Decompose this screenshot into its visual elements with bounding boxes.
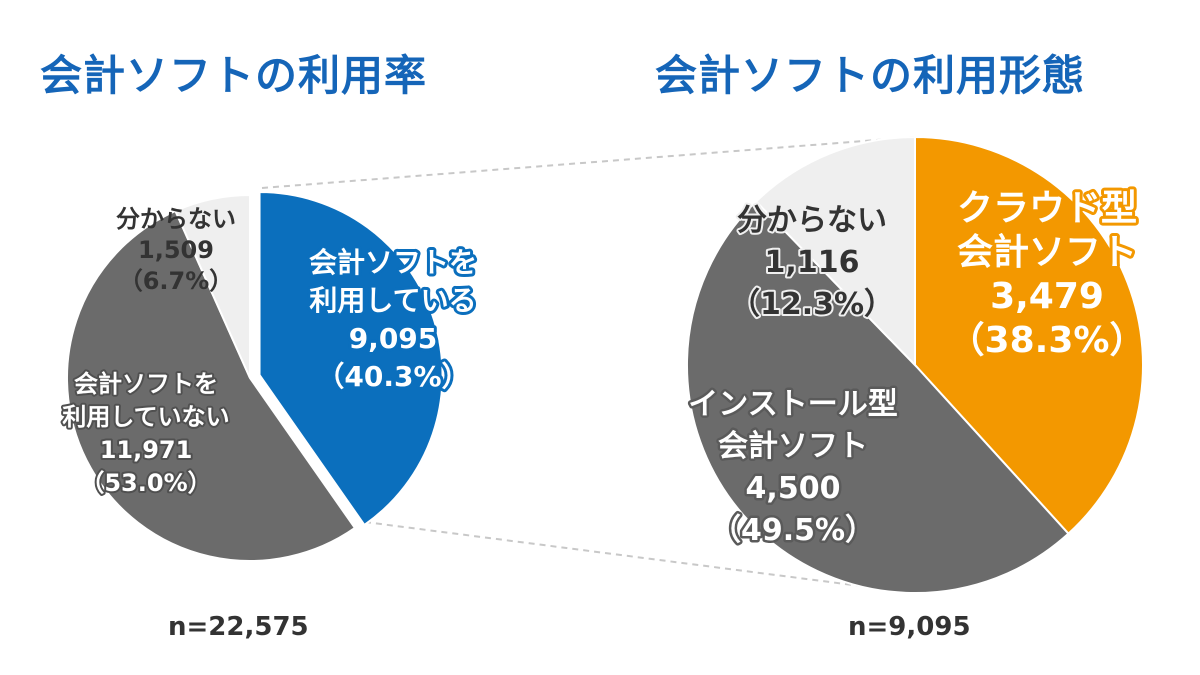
left-pie-chart: 会計ソフトを利用している 9,095 （40.3%） 会計ソフトを利用していない 11,… xyxy=(60,190,480,562)
connector-line-bottom xyxy=(364,521,916,594)
left-sample-size: n=22,575 xyxy=(168,612,309,642)
slice-label-not-using-accounting-software: 会計ソフトを利用していない 11,971 （53.0%） xyxy=(62,370,229,497)
right-sample-size: n=9,095 xyxy=(848,612,971,642)
pie-slice-installed-accounting-software xyxy=(686,200,1070,594)
pie-slice-unknown xyxy=(174,193,251,379)
right-pie-chart: クラウド型会計ソフト 3,479 （38.3%） インストール型会計ソフト 4,500 （… xyxy=(686,135,1148,594)
right-chart-title: 会計ソフトの利用形態 xyxy=(655,51,1086,100)
pie-slice-not-using-accounting-software xyxy=(66,209,357,562)
pie-slice-unknown xyxy=(754,135,916,368)
left-chart-title: 会計ソフトの利用率 xyxy=(40,51,428,100)
slice-label-using-accounting-software: 会計ソフトを利用している 9,095 （40.3%） xyxy=(309,246,477,393)
slice-label-installed-accounting-software: インストール型会計ソフト 4,500 （49.5%） xyxy=(688,387,897,548)
pie-slice-using-accounting-software xyxy=(258,190,444,527)
slice-label-cloud-accounting-software: クラウド型会計ソフト 3,479 （38.3%） xyxy=(949,188,1146,361)
slice-label-unknown: 分からない 1,509 （6.7%） xyxy=(116,205,236,295)
slice-label-unknown: 分からない 1,116 （12.3%） xyxy=(730,203,894,322)
connector-lines xyxy=(261,136,916,594)
pie-slice-cloud-accounting-software xyxy=(914,135,1144,536)
